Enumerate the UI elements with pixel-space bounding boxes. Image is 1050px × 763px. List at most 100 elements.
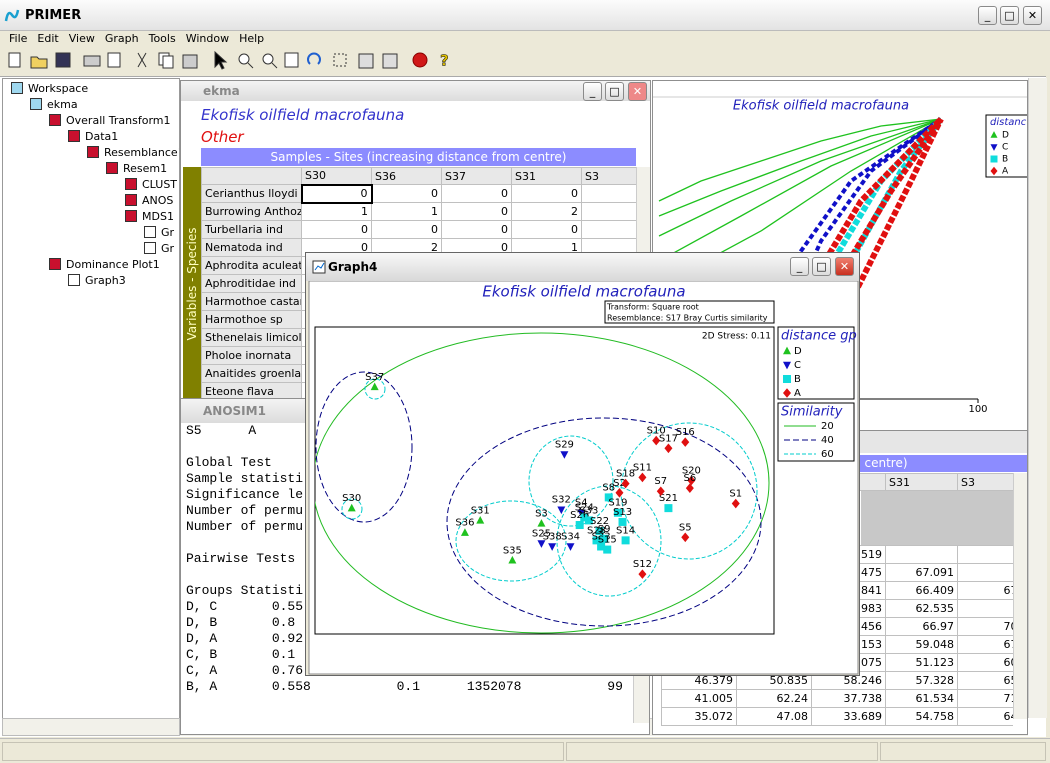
species-name: Cerianthus lloydi	[201, 184, 302, 203]
tree-label[interactable]: ekma	[47, 97, 78, 111]
window-title-bar: ekma _ □ ✕	[181, 81, 650, 101]
status-pane	[566, 742, 878, 761]
legend-title: distanc	[990, 117, 1027, 128]
value-cell: 65.2	[957, 671, 1013, 690]
legend-label: C	[794, 360, 801, 371]
data-point	[603, 545, 612, 554]
menu-item[interactable]: File	[9, 32, 28, 45]
tree-icon	[11, 82, 23, 94]
tree-item[interactable]: Overall Transform1	[49, 112, 171, 128]
data-point	[621, 536, 630, 545]
menu-item[interactable]: Window	[185, 32, 230, 45]
value-cell: 70.9	[957, 617, 1013, 636]
species-name: Aphroditidae ind	[201, 274, 302, 293]
result-line: D, B 0.8	[186, 615, 296, 630]
tree-label[interactable]: Gr	[161, 241, 175, 255]
tree-label[interactable]: Resem1	[123, 161, 168, 175]
point-label: S31	[471, 505, 490, 516]
mdi-vscroll[interactable]	[1028, 78, 1047, 718]
maximize-button[interactable]: □	[605, 82, 624, 101]
point-label: S35	[503, 545, 522, 556]
tree-item[interactable]: CLUST	[125, 176, 177, 192]
result-line: Number of permu	[186, 519, 304, 534]
status-pane	[2, 742, 564, 761]
value-cell: 1	[371, 202, 442, 221]
data-point	[664, 504, 673, 513]
minimize-button[interactable]: _	[583, 82, 602, 101]
data-point	[557, 506, 566, 515]
window-title: ANOSIM1	[203, 404, 266, 418]
legend-label: B	[794, 374, 801, 385]
tree-label[interactable]: Gr	[161, 225, 175, 239]
point-label: S4	[575, 498, 588, 509]
data-point	[580, 513, 589, 522]
value-cell: 0	[511, 184, 582, 203]
tree-icon	[125, 210, 137, 222]
annotation-box	[604, 300, 775, 324]
data-point	[577, 509, 586, 518]
value-cell: 62.535	[885, 599, 958, 618]
menu-item[interactable]: Tools	[148, 32, 176, 45]
tree-label[interactable]: MDS1	[142, 209, 174, 223]
tree-label[interactable]: Dominance Plot1	[66, 257, 160, 271]
value-cell	[957, 545, 1013, 564]
tree-label[interactable]: ANOS	[142, 193, 174, 207]
close-button[interactable]: ✕	[1023, 6, 1042, 25]
tree-label[interactable]: Resemblance1	[104, 145, 180, 159]
maximize-button[interactable]: □	[1000, 6, 1019, 25]
value-cell: 0	[511, 220, 582, 239]
tree-item[interactable]: Resemblance1	[87, 144, 180, 160]
contour-legend-box	[777, 402, 855, 462]
data-point	[604, 493, 613, 502]
tree-label[interactable]: Workspace	[28, 81, 89, 95]
toolbar-icons[interactable]: ?	[8, 50, 449, 70]
point-label: S28	[587, 525, 606, 536]
tree-item[interactable]: Workspace	[11, 80, 88, 96]
table-scrollbar[interactable]	[1013, 473, 1027, 719]
tree-item[interactable]: MDS1	[125, 208, 174, 224]
tree-icon	[125, 178, 137, 190]
tree-item[interactable]: ANOS	[125, 192, 173, 208]
menu-item[interactable]: Help	[239, 32, 265, 45]
legend-label: C	[1002, 143, 1008, 153]
close-button[interactable]: ✕	[835, 257, 854, 276]
data-point	[618, 517, 627, 526]
tree-label[interactable]: Graph3	[85, 273, 126, 287]
tree-item[interactable]: Graph3	[68, 272, 126, 288]
result-line: Number of permu	[186, 503, 304, 518]
tree-item[interactable]: Gr	[144, 240, 174, 256]
tree-label[interactable]: Overall Transform1	[66, 113, 171, 127]
window-title: Graph4	[328, 260, 378, 274]
menu-item[interactable]: View	[68, 32, 95, 45]
minimize-button[interactable]: _	[978, 6, 997, 25]
tree-item[interactable]: Gr	[144, 224, 174, 240]
tree-label[interactable]: Data1	[85, 129, 119, 143]
tree-scrollbar[interactable]	[2, 718, 180, 736]
value-cell: 57.328	[885, 671, 958, 690]
tree-item[interactable]: Resem1	[106, 160, 167, 176]
point-label: S19	[608, 498, 627, 509]
tree-label[interactable]: CLUST	[142, 177, 178, 191]
dataset-subtitle: Other	[201, 128, 244, 146]
menu-item[interactable]: Graph	[104, 32, 139, 45]
result-line: Global Test	[186, 455, 272, 470]
menu-item[interactable]: Edit	[37, 32, 59, 45]
tree-item[interactable]: Dominance Plot1	[49, 256, 160, 272]
marker	[990, 155, 998, 163]
tree-item[interactable]: ekma	[30, 96, 78, 112]
data-point	[664, 443, 673, 454]
species-name: Eteone flava	[201, 382, 302, 399]
tree-icon	[68, 274, 80, 286]
results-text: S5 A Global Test Sample statisti Significan…	[181, 423, 633, 734]
result-line: S5 A	[186, 423, 257, 438]
close-button[interactable]: ✕	[628, 82, 647, 101]
tree-icon	[49, 258, 61, 270]
maximize-button[interactable]: □	[812, 257, 831, 276]
column-header: S3	[957, 473, 1013, 491]
value-cell: 0	[371, 220, 442, 239]
minimize-button[interactable]: _	[790, 257, 809, 276]
tree-item[interactable]: Data1	[68, 128, 118, 144]
graph-title: Ekofisk oilfield macrofauna	[733, 99, 909, 114]
value-cell: 0	[371, 184, 442, 203]
